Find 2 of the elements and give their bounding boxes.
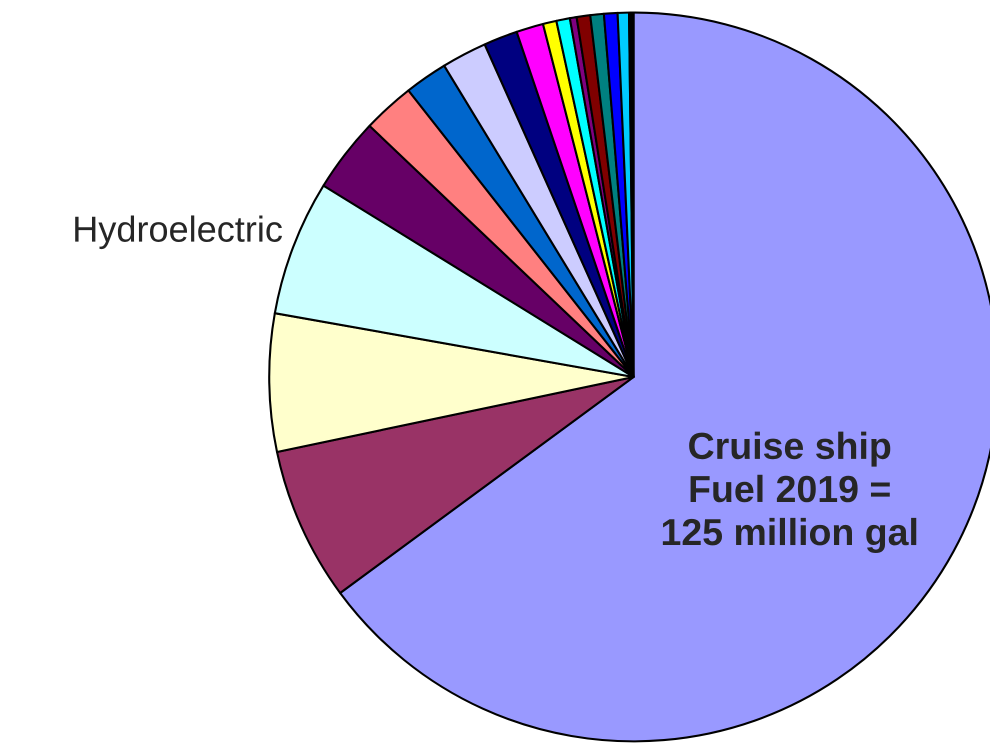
slice-label: Hydroelectric [75, 215, 282, 250]
slice-label: Cruise ship Fuel 2019 = 125 million gal [662, 432, 916, 553]
